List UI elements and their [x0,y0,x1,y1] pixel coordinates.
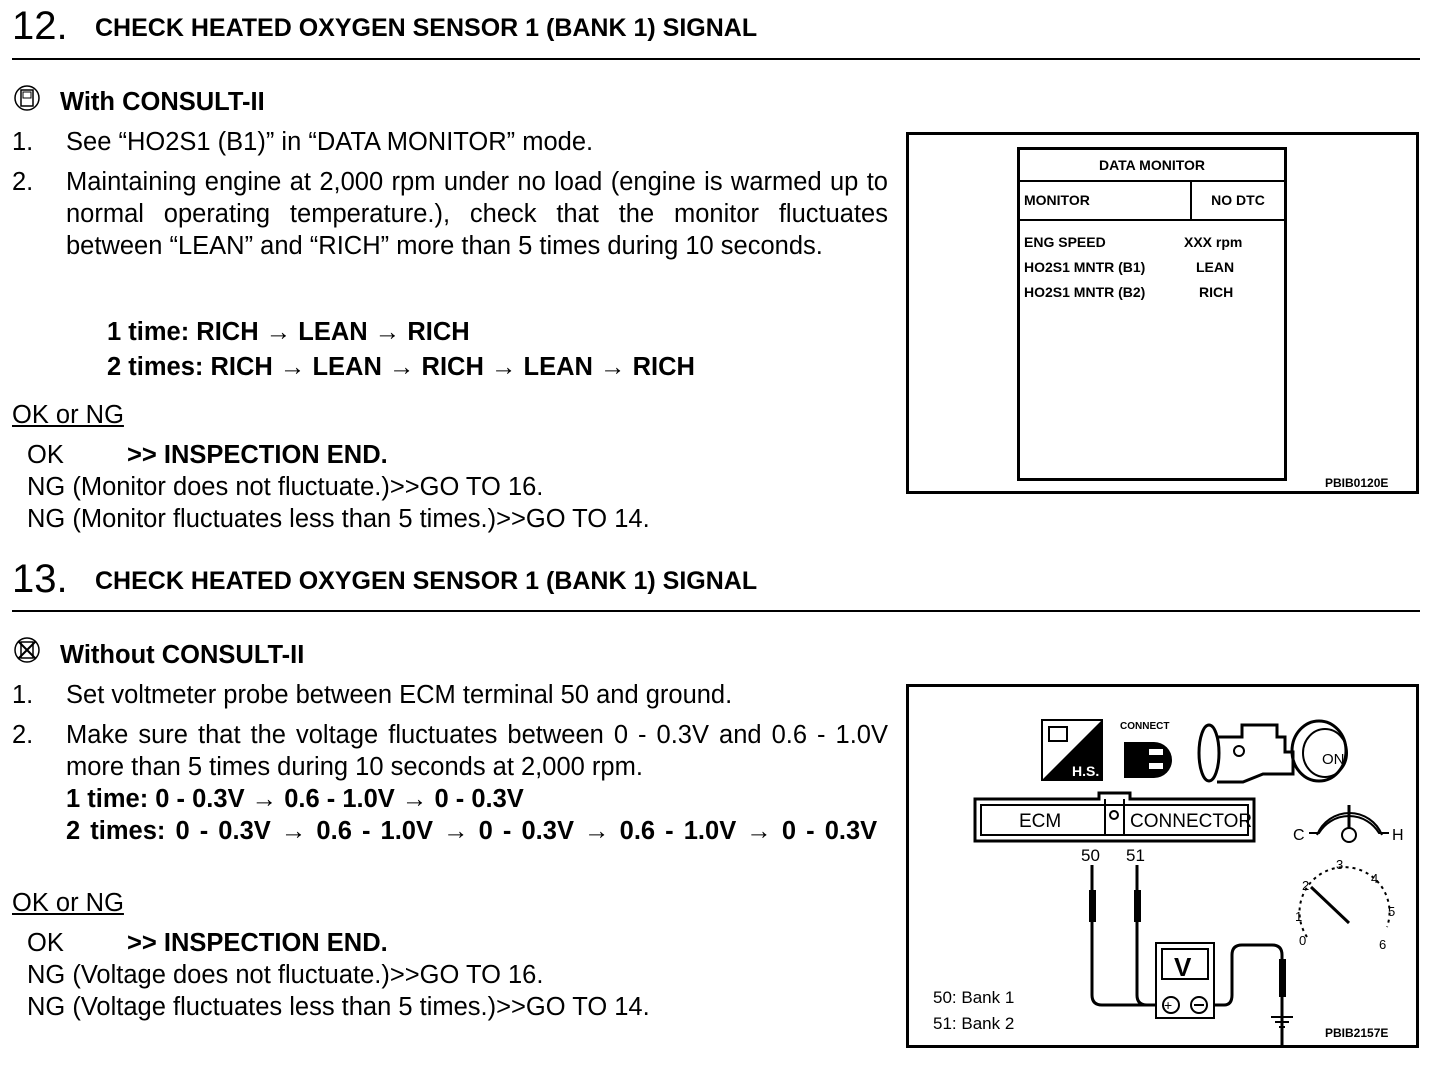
data-monitor-figure: DATA MONITOR MONITOR NO DTC ENG SPEED XXX… [906,132,1419,494]
svg-text:2: 2 [1302,878,1309,893]
monitor-header: DATA MONITOR [1020,150,1284,182]
svg-text:CONNECTOR: CONNECTOR [1130,811,1252,832]
example-line: 1 time: RICH → LEAN → RICH [107,318,470,346]
step-number: 12. [12,4,68,48]
svg-text:3: 3 [1336,857,1343,872]
svg-text:CONNECT: CONNECT [1120,721,1169,732]
result-line: NG (Voltage fluctuates less than 5 times… [27,993,650,1021]
ecm-connector: ECM CONNECTOR [973,791,1256,843]
result-action: >> INSPECTION END. [127,929,388,957]
svg-text:+: + [1164,997,1172,1013]
svg-text:ECM: ECM [1019,811,1061,832]
no-consult-icon [14,637,40,663]
result-label: OK [27,441,64,469]
monitor-item: HO2S1 MNTR (B1) [1024,259,1146,275]
ground-icon [1271,997,1293,1028]
svg-text:1: 1 [1295,909,1302,924]
step-title: CHECK HEATED OXYGEN SENSOR 1 (BANK 1) SI… [95,14,758,42]
figure-code: PBIB0120E [1325,476,1389,490]
result-action: >> INSPECTION END. [127,441,388,469]
ignition-on-icon: ON [1290,719,1348,783]
svg-text:C: C [1293,827,1305,844]
svg-text:5: 5 [1388,904,1395,919]
result-line: NG (Voltage does not fluctuate.)>>GO TO … [27,961,544,989]
svg-text:4: 4 [1371,871,1378,886]
instruction-text: See “HO2S1 (B1)” in “DATA MONITOR” mode. [66,128,594,156]
voltmeter-figure: H.S. CONNECT ON ECM CONNECTOR 50 51 V + [906,684,1419,1048]
svg-text:V: V [1174,952,1192,982]
temperature-gauge-icon [1309,805,1389,843]
instruction-text: Set voltmeter probe between ECM terminal… [66,681,733,709]
voltmeter: V + [1155,942,1215,1019]
step-title: CHECK HEATED OXYGEN SENSOR 1 (BANK 1) SI… [95,567,758,595]
ok-or-ng-label: OK or NG [12,401,124,429]
divider [12,58,1420,60]
svg-text:H.S.: H.S. [1072,763,1099,779]
item-number: 1. [12,128,34,156]
dtc-col: NO DTC [1211,192,1265,208]
instruction-text: Make sure that the voltage fluctuates be… [66,721,888,781]
consult-icon [14,85,40,111]
monitor-item: HO2S1 MNTR (B2) [1024,284,1146,300]
svg-text:6: 6 [1379,937,1386,952]
mode-label: With CONSULT-II [60,88,265,116]
figure-code: PBIB2157E [1325,1026,1388,1040]
svg-text:ON: ON [1322,751,1345,768]
monitor-col: MONITOR [1020,182,1192,219]
item-number: 2. [12,721,34,749]
svg-text:0: 0 [1299,933,1306,948]
item-number: 1. [12,681,34,709]
example-line: 2 times: 0 - 0.3V → 0.6 - 1.0V → 0 - 0.3… [66,817,878,845]
legend-line: 51: Bank 2 [933,1014,1014,1033]
monitor-value: XXX rpm [1184,234,1243,250]
instruction-text: Maintaining engine at 2,000 rpm under no… [66,168,888,260]
terminal-label: 50 [1081,846,1100,865]
hood-switch-icon: H.S. [1041,719,1103,781]
result-line: NG (Monitor does not fluctuate.)>>GO TO … [27,473,544,501]
connect-icon: CONNECT [1120,721,1172,778]
mode-label: Without CONSULT-II [60,641,305,669]
legend-line: 50: Bank 1 [933,988,1014,1007]
step-number: 13. [12,557,68,601]
svg-text:H: H [1392,827,1404,844]
example-line: 1 time: 0 - 0.3V → 0.6 - 1.0V → 0 - 0.3V [66,785,524,813]
ok-or-ng-label: OK or NG [12,889,124,917]
tachometer-icon: 0 1 2 3 4 5 6 [1295,857,1395,952]
result-line: NG (Monitor fluctuates less than 5 times… [27,505,650,533]
engine-icon [1197,723,1295,784]
monitor-item: ENG SPEED [1024,234,1106,250]
divider [12,610,1420,612]
example-line: 2 times: RICH → LEAN → RICH → LEAN → RIC… [107,353,695,381]
terminal-label: 51 [1126,846,1145,865]
probe-wires [1090,865,1284,1045]
result-label: OK [27,929,64,957]
monitor-value: RICH [1199,284,1234,300]
item-number: 2. [12,168,34,196]
monitor-value: LEAN [1196,259,1235,275]
